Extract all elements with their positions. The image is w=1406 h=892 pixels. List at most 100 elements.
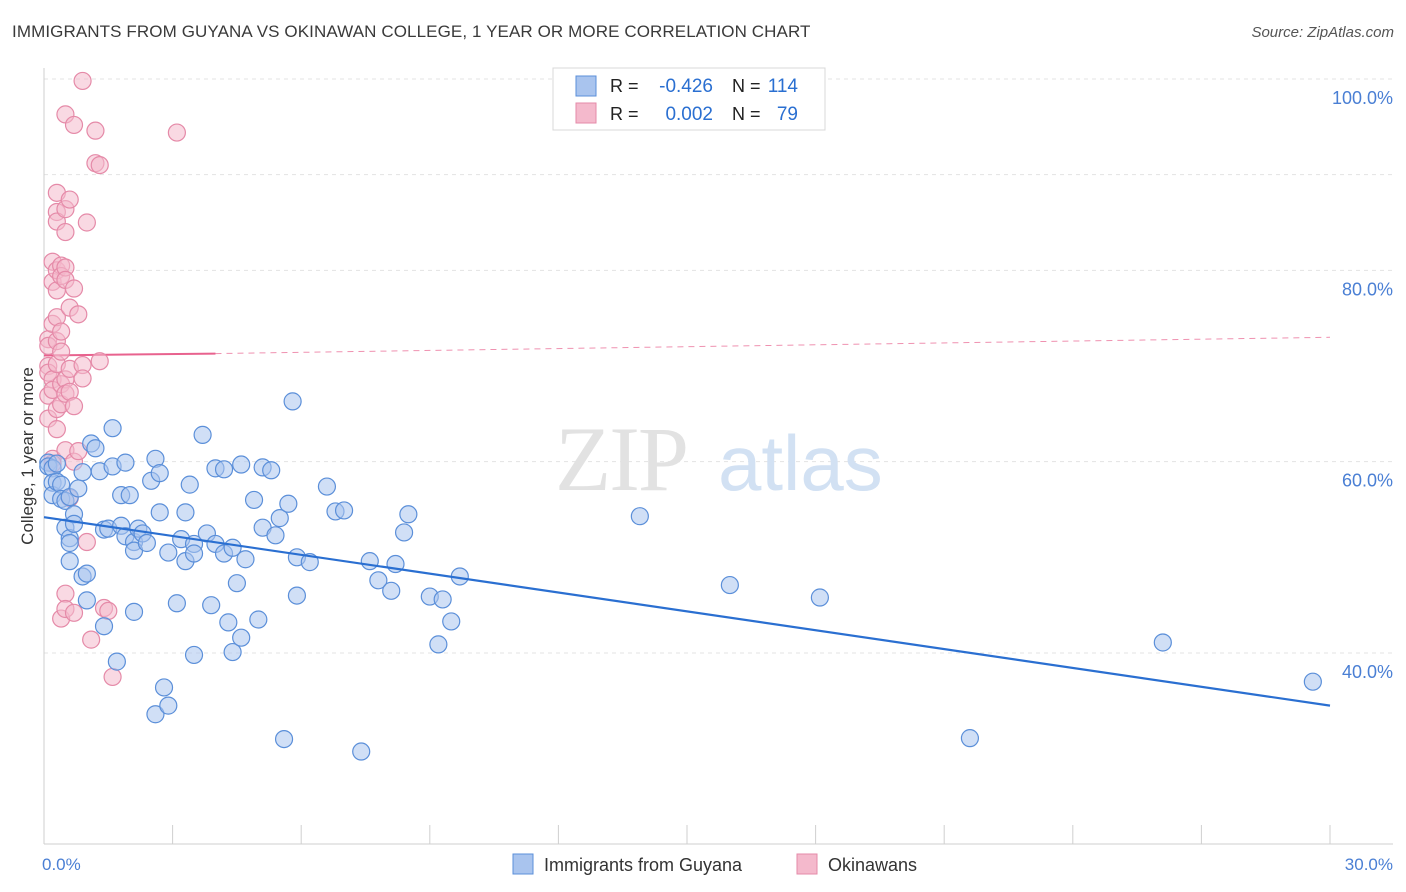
guyana-point: [810, 588, 829, 607]
guyana-point: [232, 628, 251, 647]
guyana-point: [86, 439, 105, 458]
okinawans-point: [82, 630, 101, 649]
guyana-point: [116, 453, 135, 472]
guyana-point: [107, 652, 126, 671]
okinawans-point: [52, 322, 71, 341]
stats-r-label-okinawans: R =: [610, 104, 639, 124]
okinawans-point: [77, 213, 96, 232]
okinawans-point: [77, 532, 96, 552]
guyana-point: [369, 571, 388, 590]
guyana-point: [193, 425, 212, 444]
x-tick-label-min: 0.0%: [42, 855, 81, 874]
okinawans-point: [69, 305, 88, 324]
guyana-point: [720, 575, 739, 595]
watermark-zip: ZIP: [555, 408, 687, 510]
guyana-point: [60, 533, 79, 553]
guyana-point: [150, 464, 169, 483]
okinawans-point: [60, 190, 79, 209]
guyana-point: [146, 705, 165, 724]
okinawans-point: [90, 352, 109, 371]
guyana-point: [184, 544, 204, 563]
guyana-point: [270, 509, 289, 528]
guyana-point: [232, 455, 251, 474]
bottom-legend-swatch-guyana: [512, 853, 534, 875]
guyana-point: [120, 486, 139, 505]
okinawans-trend-line: [43, 352, 216, 357]
y-tick-labels: 40.0% 60.0% 80.0% 100.0%: [1332, 88, 1393, 682]
guyana-point: [227, 574, 246, 593]
guyana-point: [1153, 633, 1172, 652]
guyana-trend: [43, 516, 1331, 707]
guyana-trend-line: [43, 516, 1331, 707]
okinawans-point: [99, 601, 118, 621]
guyana-point: [124, 602, 144, 621]
guyana-point: [317, 477, 337, 496]
guyana-point: [283, 392, 302, 411]
guyana-point: [382, 581, 401, 600]
guyana-point: [399, 505, 418, 524]
guyana-point: [167, 594, 186, 613]
chart-title: IMMIGRANTS FROM GUYANA VS OKINAWAN COLLE…: [12, 22, 811, 41]
guyana-point: [274, 729, 294, 749]
okinawans-point: [90, 156, 109, 175]
guyana-point: [249, 610, 268, 629]
guyana-point: [202, 596, 221, 615]
stats-legend-box: [552, 67, 826, 131]
guyana-point: [394, 523, 414, 542]
x-tick-label-max: 30.0%: [1345, 855, 1393, 874]
okinawans-point: [64, 397, 84, 416]
guyana-point: [77, 591, 96, 610]
stats-n-label-okinawans: N =: [732, 104, 761, 124]
stats-n-value-okinawans: 79: [777, 104, 798, 125]
guyana-point: [73, 463, 92, 482]
okinawans-point: [64, 279, 84, 298]
guyana-point: [69, 479, 88, 498]
guyana-point: [219, 613, 238, 632]
guyana-point: [137, 533, 156, 553]
y-tick-label: 100.0%: [1332, 88, 1393, 108]
guyana-point: [279, 494, 298, 513]
okinawans-trend: [43, 336, 1331, 357]
bottom-legend: Immigrants from Guyana Okinawans: [512, 853, 917, 875]
okinawans-point: [86, 121, 105, 140]
okinawans-point: [56, 222, 75, 242]
guyana-point: [960, 729, 980, 748]
guyana-points: [39, 392, 1322, 761]
okinawans-point: [64, 115, 84, 135]
okinawans-point: [47, 420, 66, 439]
y-tick-label: 80.0%: [1342, 279, 1393, 299]
okinawans-trend-extension: [215, 336, 1331, 355]
y-axis-label: College, 1 year or more: [18, 367, 37, 545]
bottom-legend-label-guyana: Immigrants from Guyana: [544, 855, 743, 875]
source-label: Source: ZipAtlas.com: [1251, 24, 1394, 41]
guyana-point: [244, 490, 264, 510]
guyana-point: [236, 550, 255, 569]
guyana-point: [1303, 672, 1322, 691]
okinawans-point: [73, 369, 92, 388]
guyana-point: [352, 742, 371, 761]
stats-n-value-guyana: 114: [768, 76, 799, 97]
stats-r-value-guyana: -0.426: [659, 76, 713, 97]
bottom-legend-label-okinawans: Okinawans: [828, 855, 917, 875]
guyana-point: [154, 678, 174, 697]
guyana-point: [159, 696, 178, 715]
guyana-point: [60, 552, 79, 571]
guyana-point: [433, 590, 452, 609]
watermark-atlas: atlas: [718, 419, 883, 507]
guyana-point: [442, 612, 461, 631]
guyana-point: [159, 543, 178, 562]
guyana-point: [77, 564, 96, 583]
stats-legend: R = -0.426 N = 114 R = 0.002 N = 79: [552, 67, 826, 131]
stats-r-label-guyana: R =: [610, 76, 639, 96]
watermark: ZIP atlas: [555, 408, 883, 510]
y-tick-label: 60.0%: [1342, 471, 1393, 491]
guyana-point: [334, 501, 354, 520]
guyana-point: [64, 514, 84, 533]
guyana-point: [429, 635, 448, 654]
guyana-point: [223, 642, 242, 662]
okinawans-point: [52, 342, 71, 361]
okinawans-point: [103, 667, 122, 687]
guyana-point: [180, 475, 199, 494]
y-tick-label: 40.0%: [1342, 662, 1393, 682]
